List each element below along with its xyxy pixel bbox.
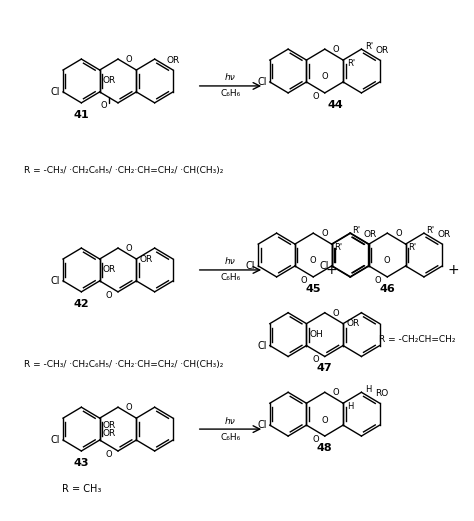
Text: 41: 41 xyxy=(73,110,89,120)
Text: hν: hν xyxy=(225,417,236,426)
Text: RO: RO xyxy=(375,389,388,398)
Text: OR: OR xyxy=(139,254,153,264)
Text: 47: 47 xyxy=(317,364,333,374)
Text: O: O xyxy=(301,276,308,285)
Text: hν: hν xyxy=(225,73,236,82)
Text: C₆H₆: C₆H₆ xyxy=(220,432,241,442)
Text: R': R' xyxy=(408,243,416,252)
Text: R = -CH₃/ ·CH₂C₆H₅/ ·CH₂·CH=CH₂/ ·CH(CH₃)₂: R = -CH₃/ ·CH₂C₆H₅/ ·CH₂·CH=CH₂/ ·CH(CH₃… xyxy=(24,360,223,369)
Text: R = CH₃: R = CH₃ xyxy=(62,484,101,494)
Text: R': R' xyxy=(353,226,361,234)
Text: Cl: Cl xyxy=(51,87,60,97)
Text: OR: OR xyxy=(438,230,451,239)
Text: O: O xyxy=(333,45,339,54)
Text: O: O xyxy=(312,355,319,365)
Text: O: O xyxy=(106,450,112,459)
Text: Cl: Cl xyxy=(51,276,60,286)
Text: O: O xyxy=(321,72,328,81)
Text: C₆H₆: C₆H₆ xyxy=(220,274,241,282)
Text: OR: OR xyxy=(364,230,377,239)
Text: O: O xyxy=(395,229,401,238)
Text: H: H xyxy=(346,402,353,411)
Text: O: O xyxy=(333,388,339,398)
Text: OH: OH xyxy=(309,330,323,339)
Text: O: O xyxy=(333,309,339,318)
Text: R': R' xyxy=(427,226,435,234)
Text: Cl: Cl xyxy=(257,420,267,430)
Text: O: O xyxy=(312,92,319,101)
Text: OR: OR xyxy=(103,77,116,85)
Text: O: O xyxy=(384,256,391,266)
Text: OR: OR xyxy=(166,56,180,65)
Text: Cl: Cl xyxy=(257,341,267,351)
Text: 45: 45 xyxy=(305,284,321,294)
Text: hν: hν xyxy=(225,257,236,267)
Text: O: O xyxy=(126,403,132,412)
Text: 48: 48 xyxy=(317,443,333,453)
Text: +: + xyxy=(448,263,459,277)
Text: Cl: Cl xyxy=(51,435,60,445)
Text: R = -CH₃/ ·CH₂C₆H₅/ ·CH₂·CH=CH₂/ ·CH(CH₃)₂: R = -CH₃/ ·CH₂C₆H₅/ ·CH₂·CH=CH₂/ ·CH(CH₃… xyxy=(24,166,223,175)
Text: OR: OR xyxy=(103,265,116,275)
Text: C₆H₆: C₆H₆ xyxy=(220,90,241,98)
Text: H: H xyxy=(365,385,371,394)
Text: O: O xyxy=(321,229,328,238)
Text: O: O xyxy=(101,101,107,110)
Text: 42: 42 xyxy=(73,299,89,309)
Text: Cl: Cl xyxy=(320,261,329,271)
Text: R': R' xyxy=(334,243,342,252)
Text: OR: OR xyxy=(346,319,359,328)
Text: R = -CH₂CH=CH₂: R = -CH₂CH=CH₂ xyxy=(380,335,456,344)
Text: R': R' xyxy=(347,58,355,68)
Text: O: O xyxy=(126,244,132,253)
Text: OR: OR xyxy=(103,429,116,438)
Text: 46: 46 xyxy=(379,284,395,294)
Text: O: O xyxy=(126,55,132,64)
Text: O: O xyxy=(312,435,319,444)
Text: O: O xyxy=(310,256,317,266)
Text: OR: OR xyxy=(375,46,388,55)
Text: Cl: Cl xyxy=(257,77,267,87)
Text: 44: 44 xyxy=(328,100,343,110)
Text: R': R' xyxy=(365,42,373,51)
Text: 43: 43 xyxy=(73,458,89,468)
Text: O: O xyxy=(375,276,382,285)
Text: O: O xyxy=(106,291,112,300)
Text: +: + xyxy=(326,263,337,277)
Text: OR: OR xyxy=(103,420,116,430)
Text: O: O xyxy=(321,416,328,425)
Text: Cl: Cl xyxy=(246,261,255,271)
